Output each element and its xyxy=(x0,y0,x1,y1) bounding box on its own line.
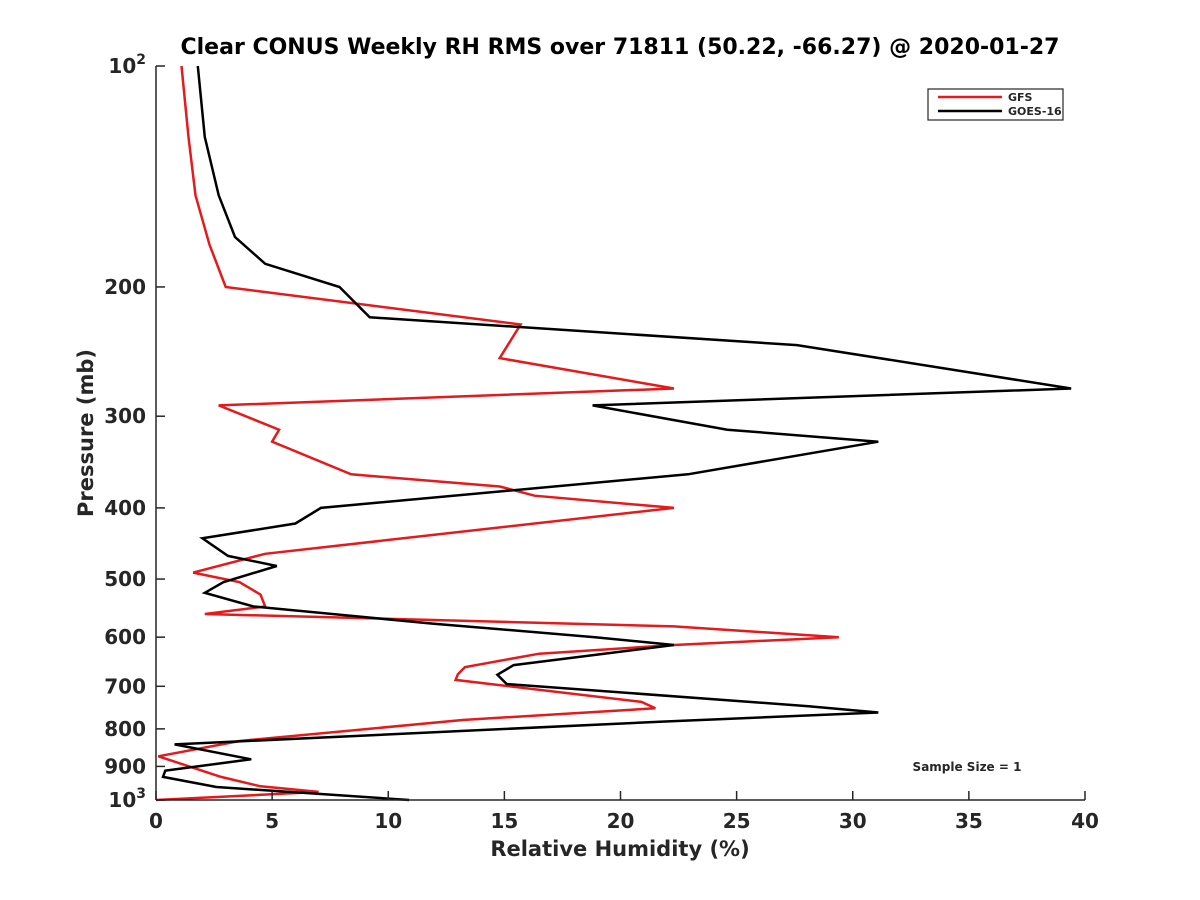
y-tick-label: 900 xyxy=(104,754,146,778)
y-tick-label: 102 xyxy=(108,52,146,78)
series-layer xyxy=(155,65,1072,802)
chart-title: Clear CONUS Weekly RH RMS over 71811 (50… xyxy=(181,35,1060,60)
y-tick-label: 200 xyxy=(104,275,146,299)
x-tick-label: 25 xyxy=(723,809,751,833)
y-axis-label: Pressure (mb) xyxy=(74,349,98,517)
x-ticks: 0 5 10 15 20 25 30 35 40 xyxy=(149,791,1099,833)
x-tick-label: 20 xyxy=(607,809,635,833)
y-ticks: 102 200 300 400 500 600 700 800 900 103 xyxy=(104,52,165,812)
x-tick-label: 40 xyxy=(1071,809,1099,833)
x-tick-label: 30 xyxy=(839,809,867,833)
axes xyxy=(155,66,1085,801)
x-tick-label: 0 xyxy=(149,809,163,833)
y-tick-label: 700 xyxy=(104,674,146,698)
x-tick-label: 15 xyxy=(490,809,518,833)
x-tick-label: 35 xyxy=(955,809,983,833)
series-line-goes-16 xyxy=(161,65,1072,802)
y-tick-label: 600 xyxy=(104,625,146,649)
legend-label-gfs: GFS xyxy=(1008,91,1033,104)
y-tick-label: 500 xyxy=(104,567,146,591)
legend-label-goes-16: GOES-16 xyxy=(1008,105,1062,118)
legend-box xyxy=(927,88,1064,121)
x-axis-label: Relative Humidity (%) xyxy=(490,837,749,861)
y-tick-label: 800 xyxy=(104,717,146,741)
x-tick-label: 10 xyxy=(374,809,402,833)
y-tick-label: 300 xyxy=(104,404,146,428)
series-line-gfs xyxy=(155,65,839,802)
sample-size-annotation: Sample Size = 1 xyxy=(913,760,1022,774)
y-tick-label: 103 xyxy=(108,786,146,812)
y-tick-label: 400 xyxy=(104,496,146,520)
x-tick-label: 5 xyxy=(265,809,279,833)
